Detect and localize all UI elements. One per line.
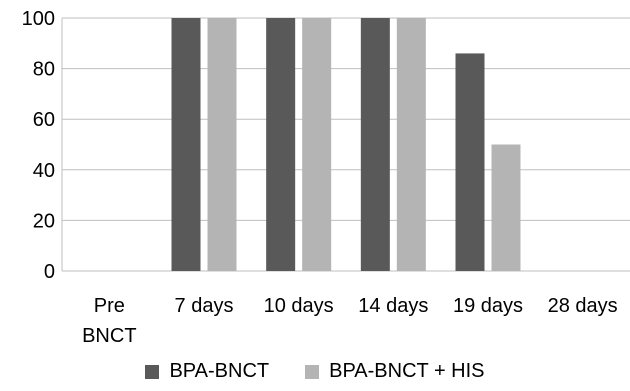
y-tick-label-80: 80 bbox=[33, 59, 55, 81]
bar-s0-c3 bbox=[360, 18, 390, 271]
x-tick-label-3-0: 14 days bbox=[358, 295, 428, 317]
legend-label-bpa-bnct: BPA-BNCT bbox=[169, 360, 270, 382]
legend-item-bpa-bnct: BPA-BNCT bbox=[145, 360, 269, 383]
bar-s1-c2 bbox=[302, 18, 332, 271]
bar-s1-c4 bbox=[491, 144, 521, 271]
y-tick-label-100: 100 bbox=[22, 8, 55, 30]
x-tick-label-4-0: 19 days bbox=[453, 295, 523, 317]
x-tick-label-0-1: BNCT bbox=[82, 325, 136, 347]
bar-s0-c4 bbox=[455, 53, 485, 271]
legend-label-bpa-bnct-his: BPA-BNCT + HIS bbox=[329, 360, 485, 382]
x-tick-label-2-0: 10 days bbox=[264, 295, 334, 317]
legend-swatch-bpa-bnct-his bbox=[305, 364, 320, 379]
x-tick-label-0-0: Pre bbox=[94, 295, 125, 317]
bar-s0-c1 bbox=[171, 18, 201, 271]
bar-s1-c1 bbox=[207, 18, 237, 271]
y-tick-label-0: 0 bbox=[44, 261, 55, 283]
y-tick-label-40: 40 bbox=[33, 160, 55, 182]
chart-legend: BPA-BNCT BPA-BNCT + HIS bbox=[0, 360, 630, 383]
y-tick-label-60: 60 bbox=[33, 109, 55, 131]
bar-chart: 0 20 40 60 80 100 Pre BNCT 7 days 10 days 14 days 1… bbox=[22, 8, 630, 347]
legend-swatch-bpa-bnct bbox=[145, 364, 160, 379]
legend-item-bpa-bnct-his: BPA-BNCT + HIS bbox=[305, 360, 485, 383]
y-tick-label-20: 20 bbox=[33, 210, 55, 232]
bar-s1-c3 bbox=[396, 18, 426, 271]
x-tick-label-5-0: 28 days bbox=[548, 295, 618, 317]
bar-s0-c2 bbox=[266, 18, 296, 271]
x-tick-label-1-0: 7 days bbox=[175, 295, 234, 317]
